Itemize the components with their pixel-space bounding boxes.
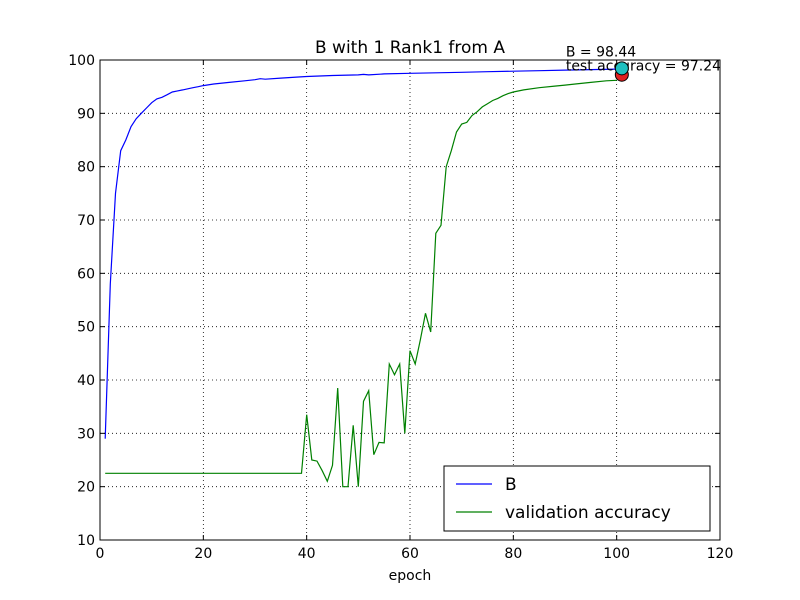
y-tick-label: 100 <box>68 53 95 69</box>
y-tick-label: 40 <box>77 373 95 389</box>
chart-title: B with 1 Rank1 from A <box>315 38 505 58</box>
legend-label: validation accuracy <box>505 503 671 523</box>
x-tick-label: 40 <box>298 546 316 562</box>
series-layer <box>104 68 617 488</box>
x-tick-label: 100 <box>603 546 630 562</box>
x-tick-label: 0 <box>96 546 105 562</box>
y-tick-label: 70 <box>77 213 95 229</box>
marker-label: test accuracy = 97.24 <box>566 59 721 75</box>
y-tick-label: 50 <box>77 320 95 336</box>
series-line-0 <box>104 68 617 439</box>
series-line-1 <box>105 79 617 488</box>
marker-point <box>614 61 629 76</box>
x-tick-label: 120 <box>707 546 734 562</box>
legend-box <box>443 465 711 532</box>
legend-label: B <box>505 475 517 495</box>
axis-ticks: 0 20 40 60 80 100 120 10 20 30 40 50 60 70 80 90 100 <box>68 53 733 562</box>
y-tick-label: 60 <box>77 266 95 282</box>
x-tick-label: 60 <box>401 546 419 562</box>
x-tick-label: 20 <box>194 546 212 562</box>
y-tick-label: 80 <box>77 160 95 176</box>
x-axis-label: epoch <box>389 568 432 584</box>
x-tick-label: 80 <box>504 546 522 562</box>
y-tick-label: 10 <box>77 533 95 549</box>
y-tick-label: 20 <box>77 480 95 496</box>
y-tick-label: 90 <box>77 106 95 122</box>
marker-label: B = 98.44 <box>566 44 636 60</box>
y-tick-label: 30 <box>77 426 95 442</box>
